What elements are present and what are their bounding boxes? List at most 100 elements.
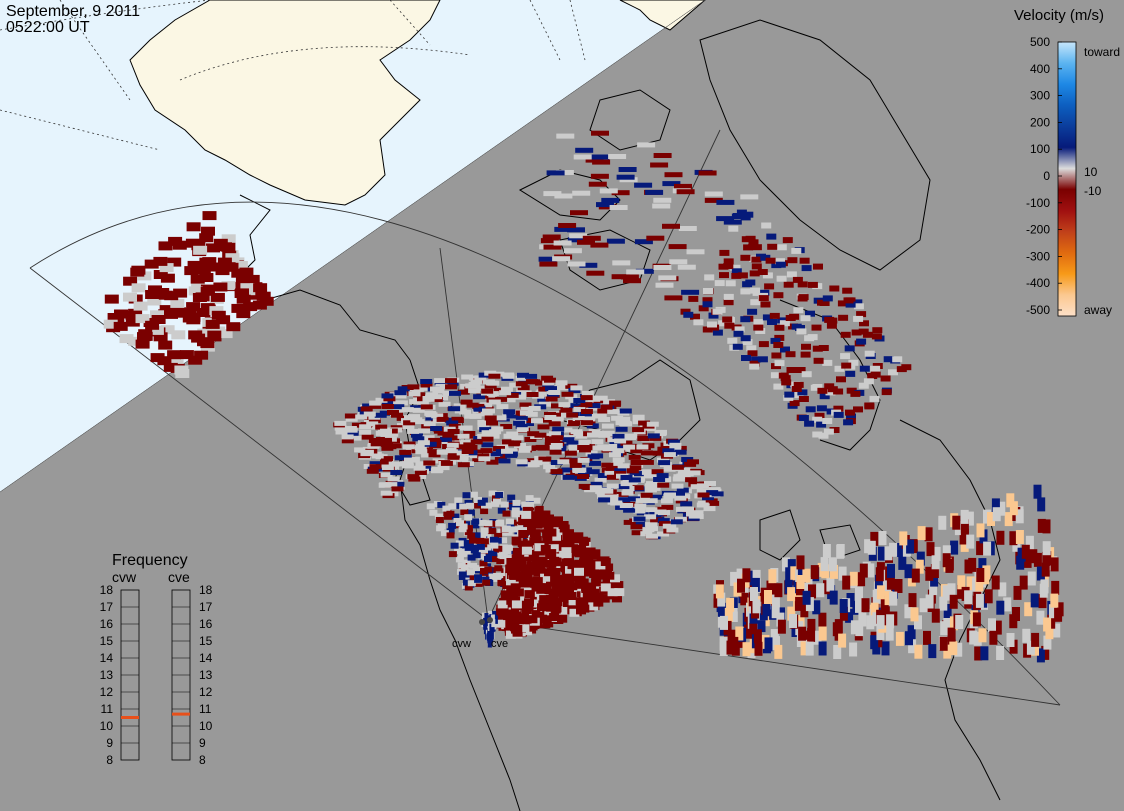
echo-cell [845,301,856,308]
echo-cell [537,603,547,612]
echo-cell [560,407,573,413]
echo-cell [629,471,642,477]
echo-cell [988,618,996,633]
echo-cell [501,558,510,565]
echo-cell [792,276,803,283]
echo-cell [508,441,521,447]
echo-cell [817,387,828,394]
echo-cell [691,510,704,516]
echo-cell [482,579,491,586]
echo-cell [775,258,785,265]
echo-cell [387,476,400,482]
echo-cell [736,568,745,583]
echo-cell [387,410,399,415]
echo-cell [887,563,895,578]
echo-cell [555,170,574,175]
echo-cell [870,531,879,546]
echo-cell [476,537,485,544]
echo-cell [512,499,521,506]
echo-cell [662,181,681,187]
echo-cell [137,271,152,281]
echo-cell [628,454,641,460]
echo-cell [770,372,781,379]
echo-cell [812,416,823,423]
echo-cell [642,527,655,533]
echo-cell [578,483,591,489]
echo-cell [360,406,373,412]
echo-cell [609,400,622,406]
echo-cell [550,443,563,448]
echo-cell [740,288,751,295]
echo-cell [472,552,481,559]
echo-cell [488,556,497,563]
echo-cell [235,274,250,284]
echo-cell [608,154,627,159]
echo-cell [758,295,769,302]
echo-cell [904,564,913,579]
echo-cell [776,244,787,251]
echo-cell [884,546,893,561]
echo-cell [575,147,594,153]
echo-cell [521,546,532,555]
echo-cell [153,332,168,342]
echo-cell [1036,648,1045,663]
echo-cell [514,394,526,400]
echo-cell [447,429,460,434]
alaska-daylit-land [129,0,441,206]
echo-cell [855,586,863,601]
echo-cell [812,384,823,390]
echo-cell [560,427,573,433]
echo-cell [839,599,848,613]
echo-cell [546,549,557,558]
echo-cell [602,446,615,452]
echo-cell [703,506,716,512]
echo-cell [693,319,704,326]
echo-cell [1042,551,1051,566]
echo-cell [572,190,591,196]
echo-cell [481,442,494,448]
echo-cell [881,641,890,656]
echo-cell [483,379,495,385]
echo-cell [373,438,386,444]
echo-cell [731,272,742,279]
echo-cell [383,396,396,402]
echo-cell [960,519,969,534]
echo-cell [556,588,567,597]
echo-cell [446,380,459,386]
echo-cell [709,324,720,331]
echo-cell [199,233,214,243]
echo-cell [804,335,815,342]
echo-cell [771,604,780,619]
echo-cell [928,644,937,659]
echo-cell [899,531,908,546]
echo-cell [231,268,246,278]
echo-cell [733,330,744,337]
echo-cell [426,503,435,510]
echo-cell [171,330,186,340]
echo-cell [930,572,939,587]
echo-cell [564,529,574,538]
echo-cell [663,452,676,458]
echo-cell [205,319,220,329]
echo-cell [929,581,938,596]
echo-cell [549,449,562,455]
echo-cell [801,343,811,350]
echo-cell [798,626,807,641]
echo-cell [552,598,563,607]
echo-cell [514,519,522,526]
echo-cell [859,563,868,578]
echo-cell [463,431,476,436]
echo-cell [783,281,794,288]
echo-cell [414,445,427,451]
echo-cell [766,580,775,595]
echo-cell [802,590,811,605]
echo-cell [702,301,713,308]
echo-cell [600,404,613,410]
echo-cell [221,234,236,244]
echo-cell [390,470,403,475]
echo-cell [749,622,758,637]
echo-cell [577,457,590,463]
echo-cell [563,248,582,254]
echo-cell [500,501,509,508]
echo-cell [445,384,457,390]
